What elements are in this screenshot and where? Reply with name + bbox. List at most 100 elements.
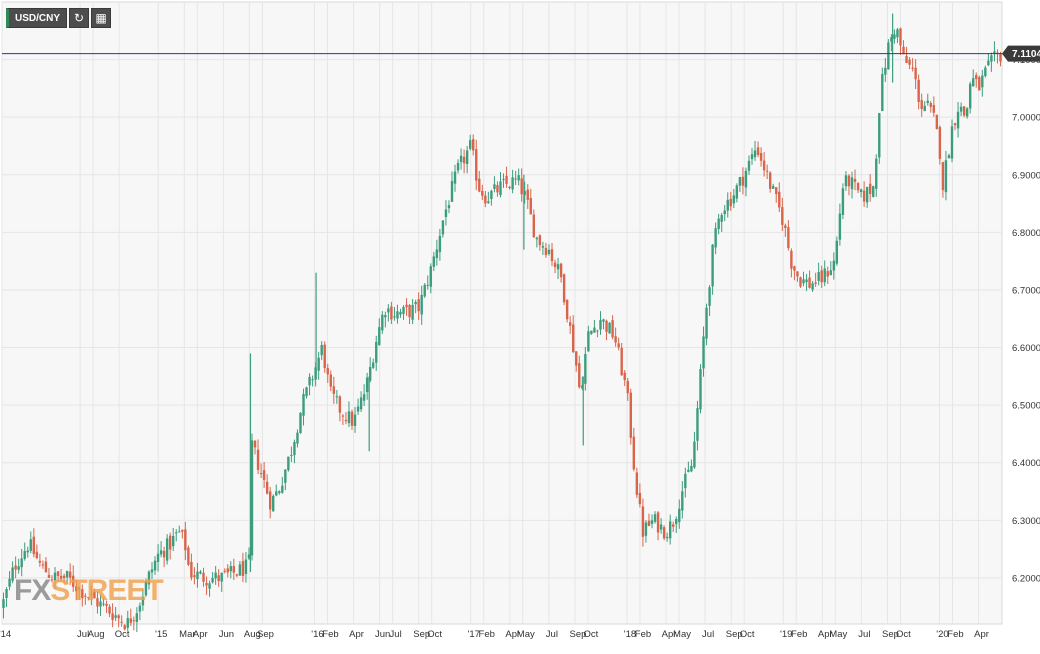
candle-body: [362, 394, 366, 401]
candle-body: [329, 374, 332, 387]
candle-body: [926, 100, 929, 103]
candle-body: [326, 368, 329, 375]
candle-body: [565, 299, 569, 320]
candle-body: [305, 387, 308, 397]
candle-body: [914, 67, 917, 80]
candle-body: [338, 396, 342, 413]
candle-body: [281, 485, 284, 493]
calendar-icon[interactable]: ▦: [91, 8, 112, 28]
candle-body: [568, 322, 572, 326]
candle-body: [511, 177, 514, 190]
candle-body: [247, 554, 251, 559]
candle-body: [526, 189, 529, 200]
candle-body: [465, 150, 469, 165]
candle-body: [268, 491, 272, 510]
candle-body: [650, 520, 654, 524]
candle-body: [202, 572, 205, 582]
candle-body: [287, 456, 290, 471]
candle-body: [368, 366, 372, 381]
refresh-icon[interactable]: ↻: [69, 8, 90, 28]
candle-body: [578, 363, 581, 388]
candle-body: [908, 59, 911, 65]
candle-body: [711, 244, 714, 287]
candle-body: [947, 155, 951, 159]
x-tick-label: Apr: [662, 629, 677, 640]
x-tick-label: Sep: [413, 629, 430, 640]
candle-body: [184, 529, 187, 551]
x-tick-label: Feb: [947, 629, 963, 640]
candle-body: [181, 529, 184, 532]
candle-body: [553, 262, 557, 268]
candle-body: [487, 201, 490, 204]
candle-body: [87, 597, 90, 599]
candle-body: [402, 307, 405, 314]
candle-body: [932, 105, 936, 113]
candle-body: [656, 512, 660, 533]
candle-body: [659, 524, 663, 530]
candle-body: [375, 341, 378, 363]
candle-body: [681, 491, 684, 511]
candle-body: [593, 327, 596, 333]
candle-body: [308, 376, 311, 386]
candle-body: [781, 207, 784, 225]
x-tick-label: Aug: [244, 629, 261, 640]
candle-body: [856, 183, 860, 191]
candle-body: [93, 591, 96, 599]
x-tick-label: Sep: [570, 629, 587, 640]
candle-body: [447, 205, 451, 209]
candle-body: [23, 551, 26, 559]
candle-body: [108, 606, 111, 614]
candle-body: [765, 170, 769, 172]
candle-body: [232, 566, 236, 573]
candle-body: [793, 266, 796, 271]
candle-body: [532, 214, 536, 238]
candle-body: [547, 249, 551, 254]
candle-body: [81, 589, 84, 599]
candle-body: [214, 572, 217, 579]
candle-body: [896, 29, 899, 38]
candle-body: [790, 250, 793, 269]
x-tick-label: Feb: [635, 629, 651, 640]
y-tick-label: 6.2000: [1012, 573, 1040, 584]
y-axis: 6.2000 6.3000 6.4000 6.5000 6.6000 6.7000 6.80…: [1012, 55, 1040, 584]
candle-body: [772, 186, 775, 189]
candle-body: [872, 186, 875, 197]
candle-body: [405, 304, 408, 308]
candle-body: [387, 308, 390, 313]
candle-body: [396, 311, 399, 319]
candle-body: [502, 179, 505, 181]
candle-body: [805, 279, 808, 283]
candle-body: [832, 260, 836, 271]
candle-body: [968, 83, 972, 109]
y-tick-label: 6.6000: [1012, 343, 1040, 354]
candle-body: [47, 574, 51, 578]
candle-body: [187, 547, 190, 565]
candle-body: [993, 51, 996, 54]
candle-body: [293, 441, 296, 456]
symbol-button[interactable]: USD/CNY: [6, 8, 68, 28]
candle-body: [768, 172, 772, 189]
candle-body: [841, 188, 845, 215]
candle-body: [299, 412, 302, 434]
candle-body: [32, 536, 36, 555]
candle-body: [838, 213, 842, 240]
x-tick-label: Oct: [427, 629, 442, 640]
candle-body: [162, 550, 166, 558]
candle-body: [105, 603, 108, 606]
candle-body: [865, 186, 869, 203]
x-tick-label: Oct: [740, 629, 755, 640]
candle-body: [850, 177, 854, 190]
candle-body: [111, 613, 114, 620]
candle-body: [175, 532, 178, 534]
candle-body: [84, 595, 87, 597]
candle-body: [356, 406, 360, 412]
candle-body: [787, 227, 790, 249]
x-tick-label: Oct: [896, 629, 911, 640]
candle-body: [587, 331, 590, 352]
x-tick-label: Apr: [818, 629, 833, 640]
candle-body: [62, 575, 66, 579]
x-tick-label: '15: [155, 629, 167, 640]
candle-body: [193, 575, 196, 578]
